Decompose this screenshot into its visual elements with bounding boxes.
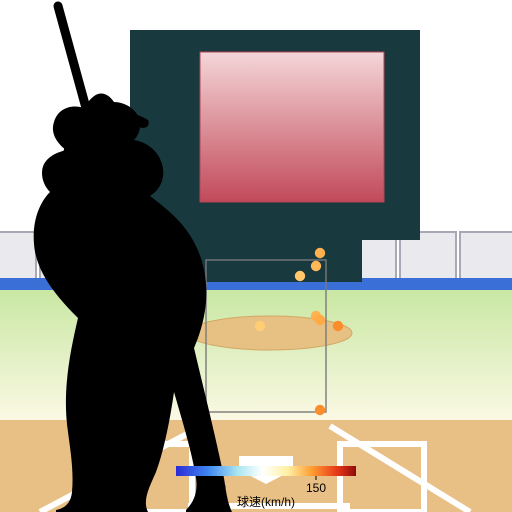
colorbar-gradient [176,466,356,476]
center-wall-base [188,240,362,282]
scoreboard [200,52,384,202]
colorbar-label: 球速(km/h) [237,495,295,509]
svg-text:100: 100 [206,481,226,495]
pitchers-mound [188,316,352,350]
svg-text:150: 150 [306,481,326,495]
pitch-location-chart: 100 150 球速(km/h) [0,0,512,512]
